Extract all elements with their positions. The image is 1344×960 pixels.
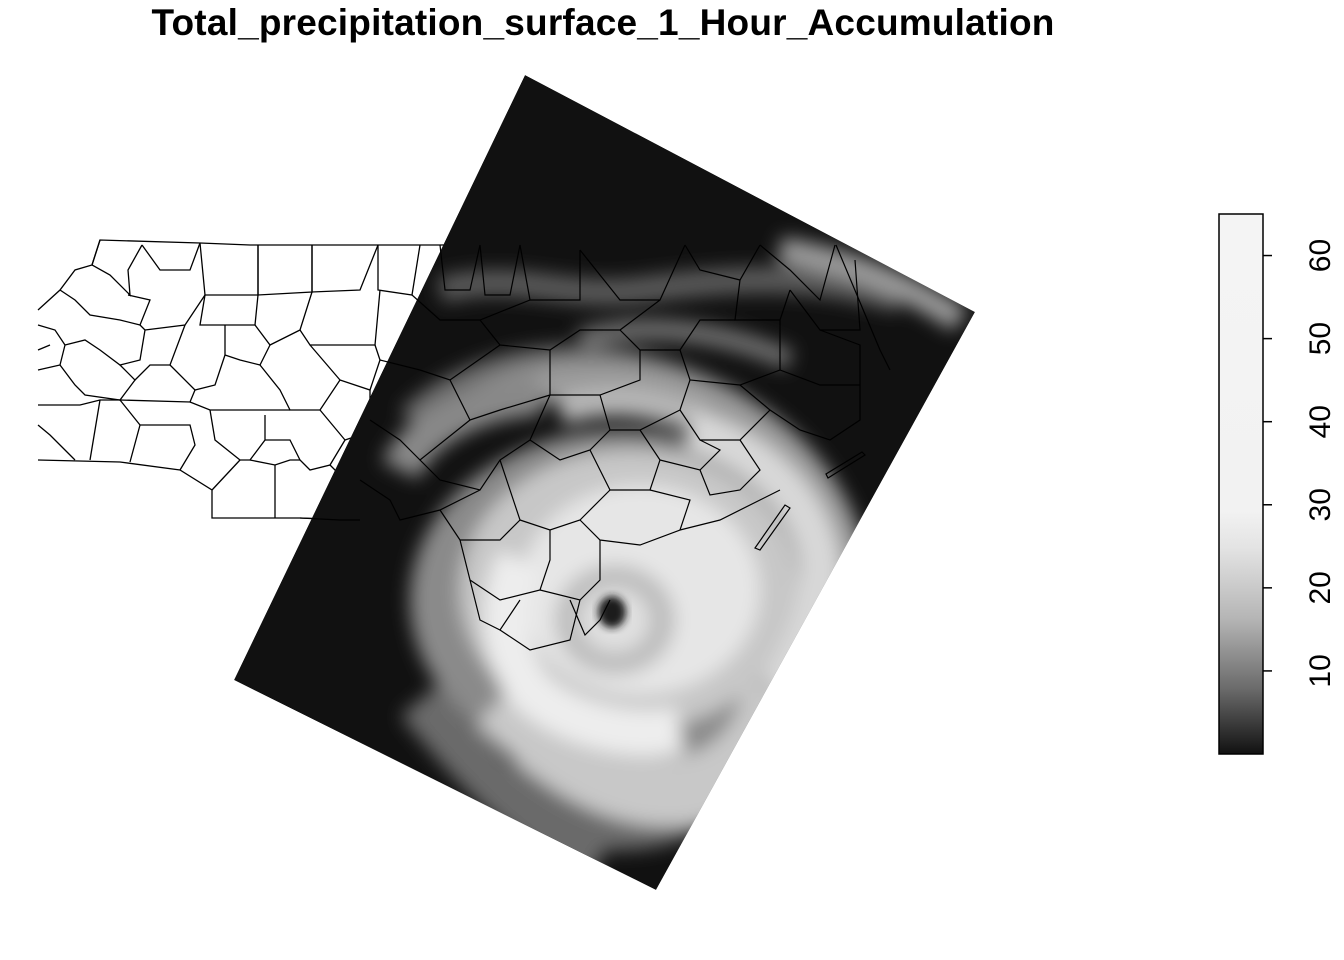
- county-boundaries-west: [37, 239, 901, 661]
- legend-tick-label: 40: [1304, 405, 1337, 438]
- color-legend: 10 20 30 40 50 60: [1218, 213, 1337, 755]
- legend-tick-label: 60: [1304, 239, 1337, 272]
- legend-tick-label: 30: [1304, 488, 1337, 521]
- precipitation-raster: [234, 75, 975, 890]
- legend-tick-label: 50: [1304, 322, 1337, 355]
- plot-title: Total_precipitation_surface_1_Hour_Accum…: [151, 2, 1055, 43]
- map-panel: [37, 75, 975, 890]
- legend-tick-label: 20: [1304, 571, 1337, 604]
- legend-tick-label: 10: [1304, 654, 1337, 687]
- legend-ticks: 10 20 30 40 50 60: [1263, 239, 1337, 688]
- county-boundaries-east: [299, 244, 891, 651]
- legend-color-bar: [1218, 213, 1264, 755]
